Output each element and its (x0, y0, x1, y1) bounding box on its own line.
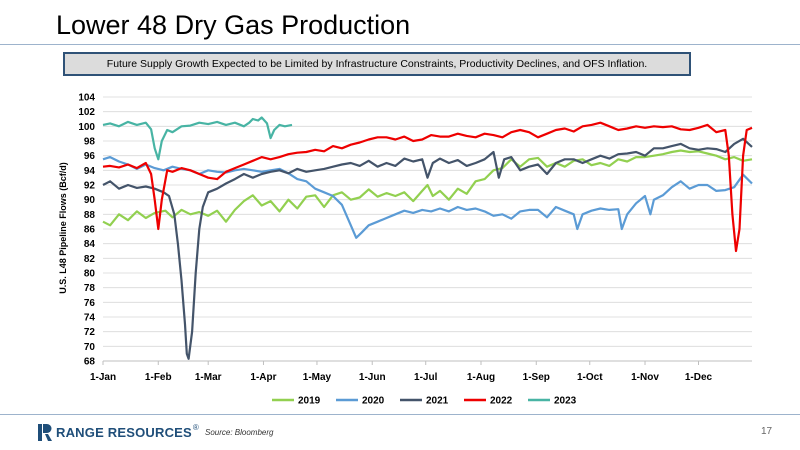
y-tick-label: 68 (84, 357, 96, 368)
page-number: 17 (761, 426, 773, 437)
chart-series-lines (102, 116, 753, 360)
y-tick-label: 90 (84, 195, 96, 206)
y-axis-ticks: 68 70 72 74 76 78 80 82 84 86 88 90 92 94 96 98 100 102 10… (78, 93, 95, 368)
y-tick-label: 76 (84, 298, 96, 309)
legend-label-2022: 2022 (490, 396, 513, 407)
y-tick-label: 84 (84, 239, 96, 250)
x-tick-label: 1-Apr (250, 372, 276, 383)
x-tick-label: 1-Dec (685, 372, 713, 383)
x-tick-label: 1-Nov (631, 372, 659, 383)
series-line-2019 (102, 149, 753, 227)
legend-label-2023: 2023 (554, 396, 577, 407)
y-tick-label: 86 (84, 225, 96, 236)
slide-title: Lower 48 Dry Gas Production (56, 10, 411, 40)
y-tick-label: 82 (84, 254, 96, 265)
x-axis-ticks: 1-Jan 1-Feb 1-Mar 1-Apr 1-May 1-Jun 1-Jul 1-Aug… (90, 361, 713, 383)
footer-divider (0, 414, 800, 415)
y-tick-label: 96 (84, 151, 96, 162)
legend-label-2021: 2021 (426, 396, 449, 407)
series-line-2021 (102, 137, 753, 360)
y-tick-label: 94 (84, 166, 96, 177)
series-line-2022 (102, 121, 753, 253)
source-note: Source: Bloomberg (205, 428, 274, 437)
x-tick-label: 1-Jan (90, 372, 116, 383)
company-logo: RANGE RESOURCES ® (38, 423, 199, 441)
y-tick-label: 88 (84, 210, 96, 221)
legend-label-2020: 2020 (362, 396, 385, 407)
x-tick-label: 1-Mar (195, 372, 222, 383)
logo-registered-mark: ® (192, 423, 199, 432)
y-tick-label: 80 (84, 269, 96, 280)
legend-label-2019: 2019 (298, 396, 321, 407)
y-tick-label: 92 (84, 181, 96, 192)
x-tick-label: 1-Oct (577, 372, 603, 383)
gas-production-chart: 68 70 72 74 76 78 80 82 84 86 88 90 92 94 96 98 100 102 10… (58, 93, 753, 407)
x-tick-label: 1-Aug (467, 372, 495, 383)
y-tick-label: 70 (84, 342, 96, 353)
y-tick-label: 98 (84, 137, 96, 148)
y-tick-label: 78 (84, 283, 96, 294)
range-r-icon (38, 423, 52, 441)
y-axis-label: U.S. L48 Pipeline Flows (Bcf/d) (58, 162, 68, 294)
y-tick-label: 72 (84, 327, 96, 338)
title-divider (0, 44, 800, 45)
series-line-2020 (102, 156, 753, 239)
series-line-2023 (102, 116, 293, 161)
y-tick-label: 100 (78, 122, 95, 133)
x-tick-label: 1-Feb (145, 372, 172, 383)
x-tick-label: 1-Jun (359, 372, 386, 383)
x-tick-label: 1-Jul (414, 372, 438, 383)
chart-legend: 2019 2020 2021 2022 2023 (272, 396, 577, 407)
x-tick-label: 1-Sep (523, 372, 550, 383)
y-tick-label: 104 (78, 93, 95, 104)
y-tick-label: 102 (78, 107, 95, 118)
callout-box: Future Supply Growth Expected to be Limi… (63, 52, 691, 76)
logo-text: RANGE RESOURCES (56, 424, 192, 440)
y-tick-label: 74 (84, 313, 96, 324)
x-tick-label: 1-May (303, 372, 332, 383)
